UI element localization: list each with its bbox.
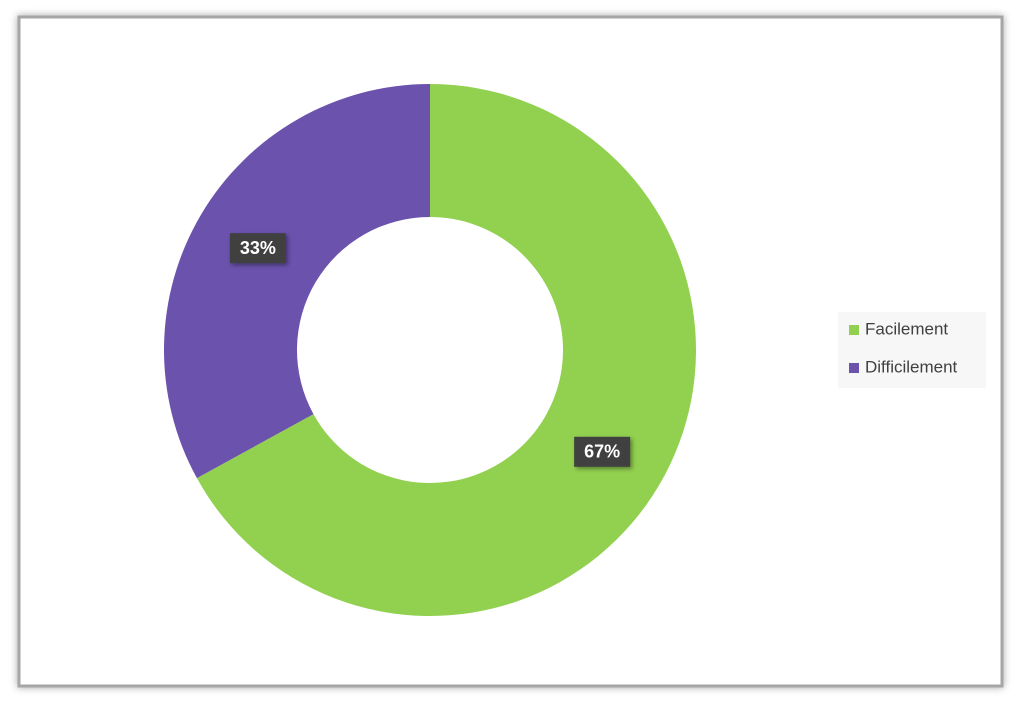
legend-label: Difficilement: [865, 357, 958, 376]
donut-segment: [163, 84, 430, 479]
legend-label: Facilement: [865, 319, 948, 338]
data-label: 67%: [584, 442, 620, 462]
data-label: 33%: [240, 238, 276, 258]
legend-box: [838, 312, 986, 388]
legend-swatch: [849, 363, 859, 373]
data-label-box: [229, 233, 286, 264]
donut-segment: [196, 84, 697, 616]
legend-swatch: [849, 325, 859, 335]
data-label-box: [574, 436, 631, 467]
